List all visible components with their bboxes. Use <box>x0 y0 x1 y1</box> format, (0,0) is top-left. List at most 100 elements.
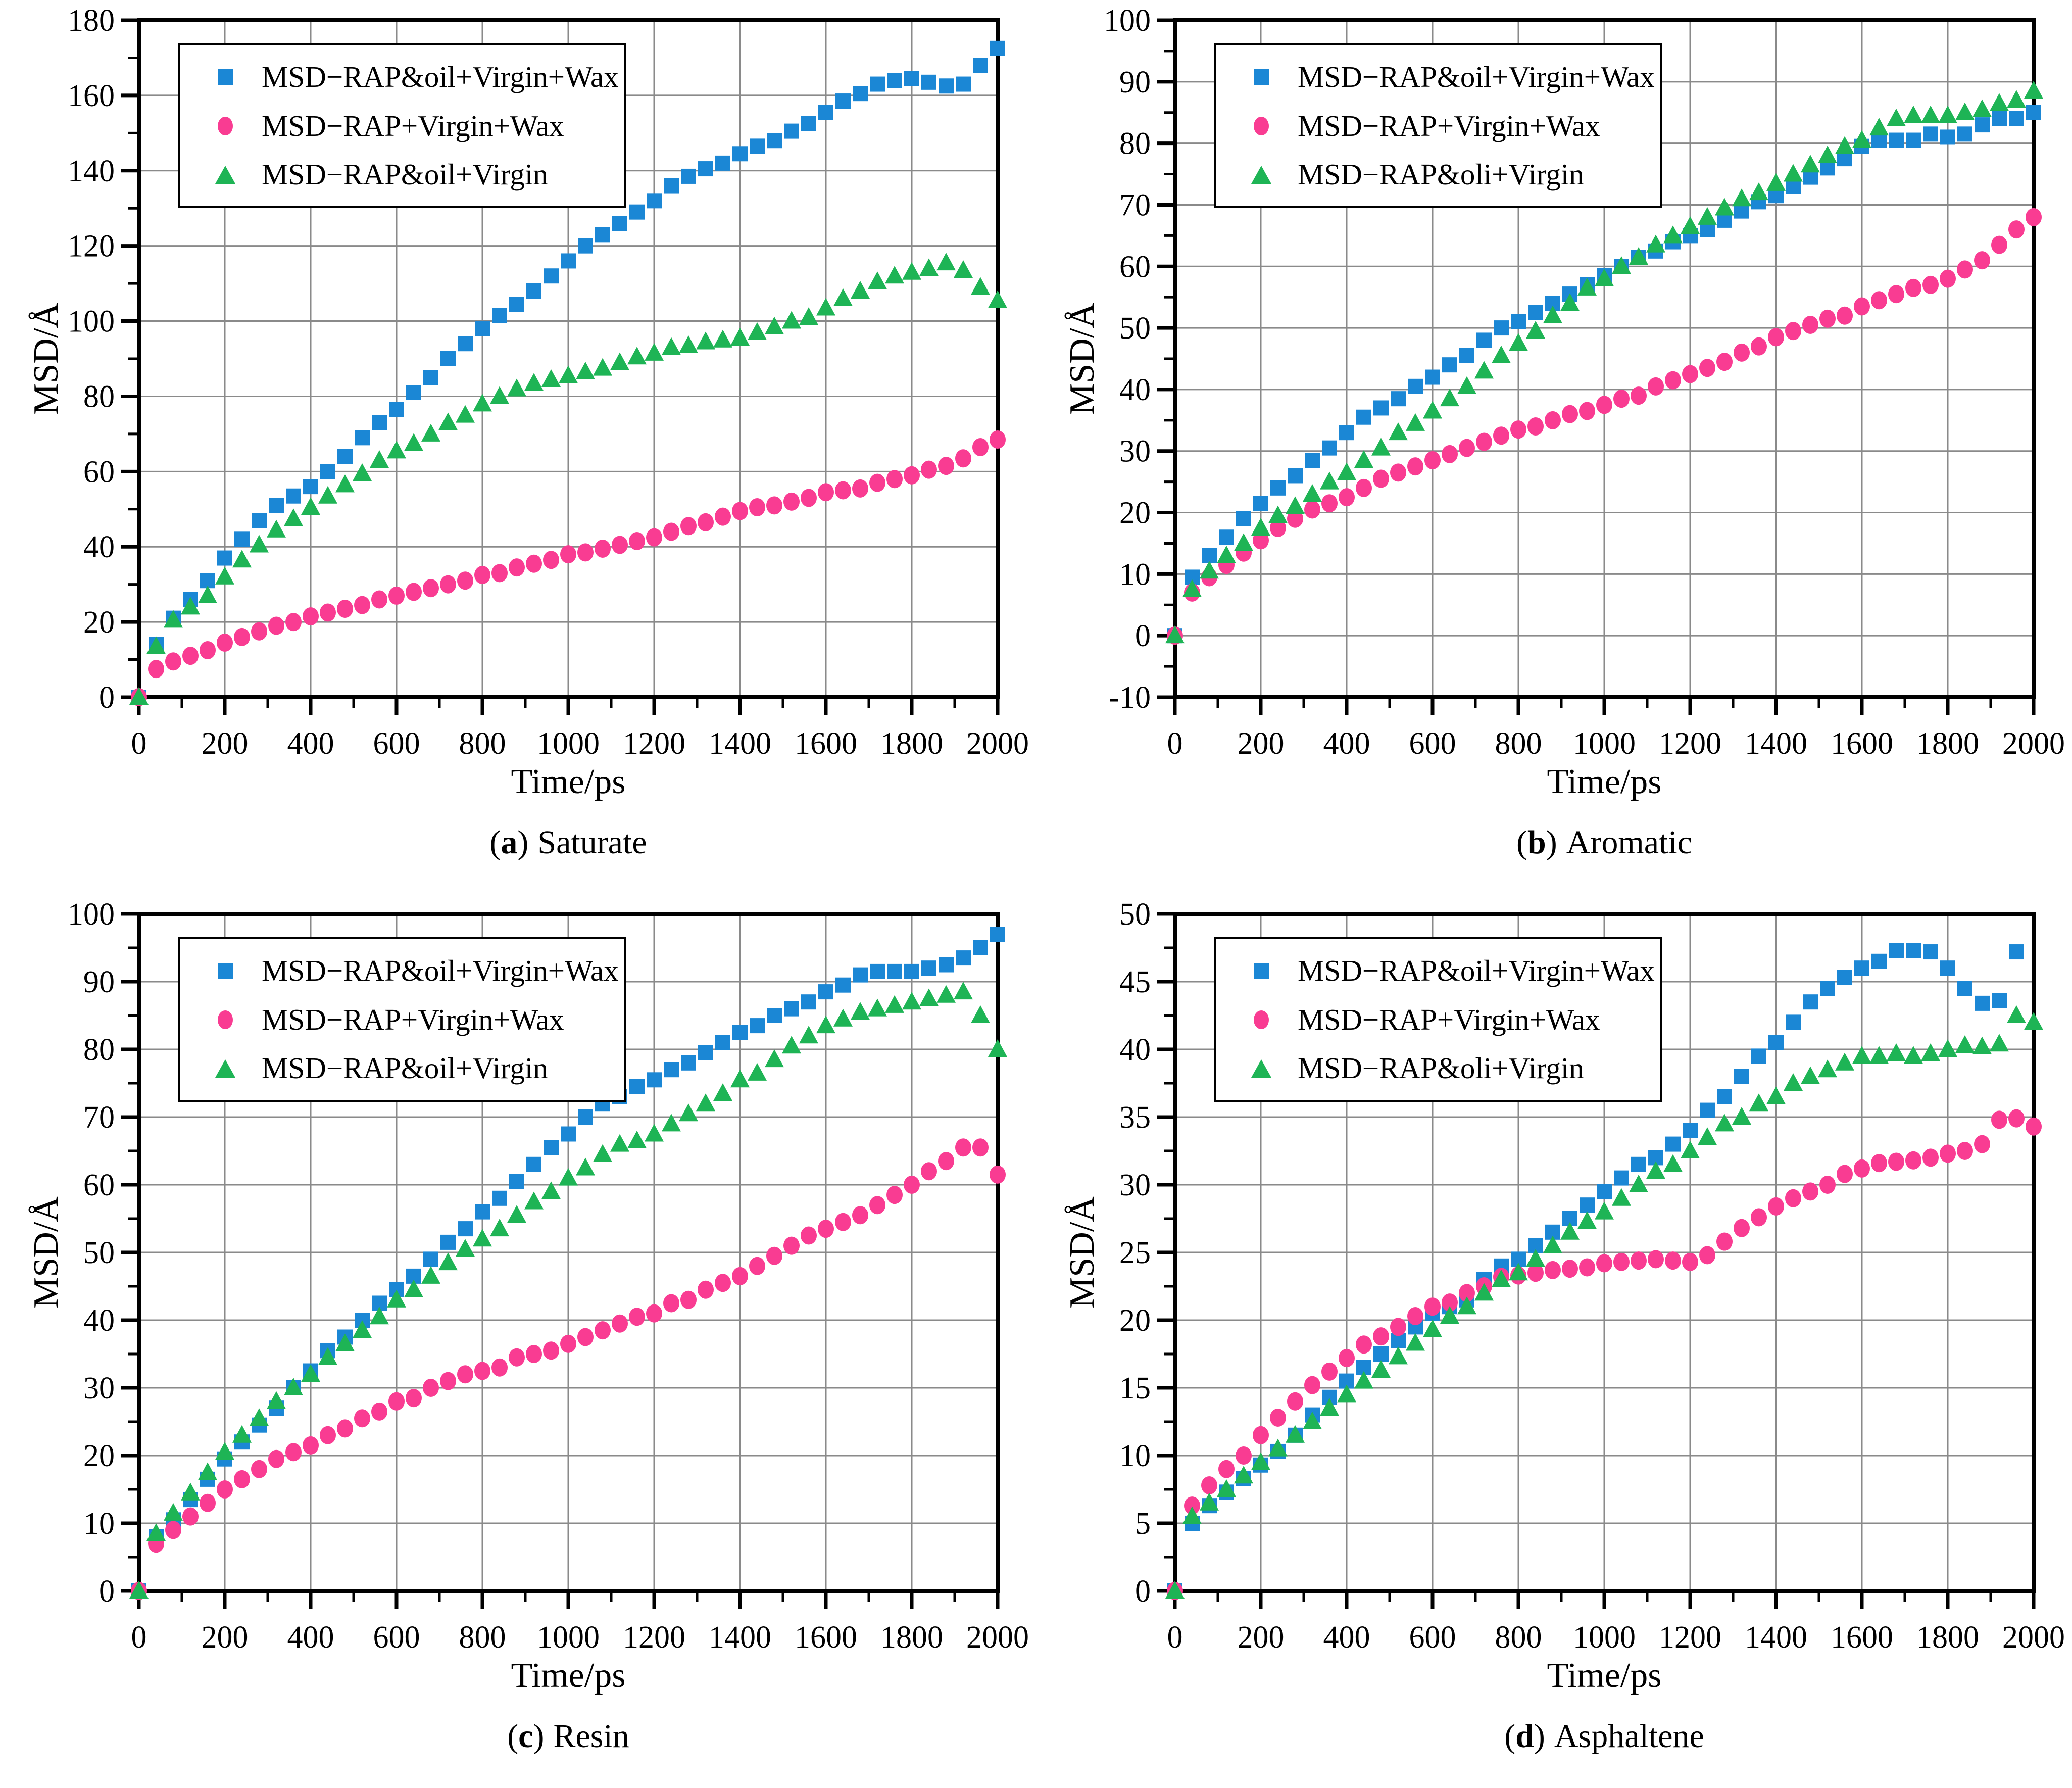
svg-text:30: 30 <box>1119 1168 1151 1202</box>
panel-caption: (b) Aromatic <box>1175 824 2034 862</box>
svg-text:10: 10 <box>1119 557 1151 592</box>
svg-text:1800: 1800 <box>880 1620 943 1655</box>
svg-text:5: 5 <box>1135 1507 1151 1541</box>
svg-text:1600: 1600 <box>795 1620 857 1655</box>
svg-text:1600: 1600 <box>795 727 857 761</box>
svg-text:45: 45 <box>1119 965 1151 999</box>
svg-text:20: 20 <box>83 605 115 640</box>
y-axis-label: MSD/Å <box>27 1196 66 1309</box>
caption-paren: ) <box>517 824 529 861</box>
legend-box: MSD−RAP&oil+Virgin+Wax MSD−RAP+Virgin+Wa… <box>1214 937 1662 1102</box>
svg-text:70: 70 <box>1119 188 1151 222</box>
svg-text:10: 10 <box>1119 1439 1151 1473</box>
legend-marker-circle <box>209 1010 241 1029</box>
svg-text:1000: 1000 <box>1573 1620 1636 1655</box>
svg-text:60: 60 <box>83 455 115 489</box>
legend-label: MSD−RAP&oil+Virgin <box>262 158 548 191</box>
circle-marker-icon <box>218 116 233 135</box>
svg-text:600: 600 <box>1409 727 1456 761</box>
svg-text:35: 35 <box>1119 1100 1151 1135</box>
panel-aromatic: 0 200 400 600 800 1000 1200 1400 1600 1800 2000 -10… <box>1036 0 2072 894</box>
svg-text:100: 100 <box>68 897 115 932</box>
svg-text:1400: 1400 <box>1745 1620 1807 1655</box>
panel-asphaltene: 0 200 400 600 800 1000 1200 1400 1600 1800 2000 0 5 1… <box>1036 894 2072 1788</box>
x-axis-label: Time/ps <box>1547 762 1662 801</box>
svg-text:50: 50 <box>1119 311 1151 346</box>
svg-text:30: 30 <box>83 1371 115 1406</box>
chart-canvas-saturate: 0 200 400 600 800 1000 1200 1400 1600 1800 2000 0 20… <box>68 4 1029 761</box>
x-axis-label: Time/ps <box>511 1656 626 1695</box>
svg-text:0: 0 <box>99 1574 115 1609</box>
svg-text:180: 180 <box>68 4 115 38</box>
svg-text:20: 20 <box>1119 496 1151 530</box>
legend-label: MSD−RAP&oil+Virgin+Wax <box>1298 60 1655 93</box>
svg-text:70: 70 <box>83 1100 115 1135</box>
svg-text:1200: 1200 <box>1659 1620 1721 1655</box>
svg-text:20: 20 <box>83 1439 115 1473</box>
svg-text:200: 200 <box>202 727 249 761</box>
svg-text:2000: 2000 <box>2002 1620 2065 1655</box>
caption-letter: b <box>1527 824 1546 861</box>
svg-text:1400: 1400 <box>709 727 771 761</box>
legend-marker-triangle <box>209 1059 241 1078</box>
svg-text:-10: -10 <box>1109 681 1151 715</box>
svg-text:120: 120 <box>68 229 115 264</box>
caption-title: Resin <box>553 1718 629 1755</box>
svg-text:60: 60 <box>83 1168 115 1202</box>
svg-text:80: 80 <box>83 1033 115 1067</box>
svg-text:160: 160 <box>68 79 115 113</box>
svg-text:1400: 1400 <box>709 1620 771 1655</box>
legend-item: MSD−RAP&oil+Virgin+Wax <box>1245 953 1660 988</box>
legend-label: MSD−RAP+Virgin+Wax <box>1298 109 1600 142</box>
legend-item: MSD−RAP&oil+Virgin <box>209 1051 624 1086</box>
panel-resin: 0 200 400 600 800 1000 1200 1400 1600 1800 2000 0 10… <box>0 894 1036 1788</box>
caption-paren: ) <box>1534 1718 1545 1755</box>
panel-caption: (a) Saturate <box>139 824 998 862</box>
svg-text:0: 0 <box>131 727 147 761</box>
svg-text:200: 200 <box>202 1620 249 1655</box>
svg-text:1600: 1600 <box>1831 1620 1893 1655</box>
svg-text:100: 100 <box>68 305 115 339</box>
legend-item: MSD−RAP&oil+Virgin+Wax <box>1245 60 1660 94</box>
svg-text:1000: 1000 <box>1573 727 1636 761</box>
caption-title: Asphaltene <box>1554 1718 1704 1755</box>
svg-text:40: 40 <box>83 530 115 564</box>
legend-marker-triangle <box>1245 1059 1277 1078</box>
caption-paren: ( <box>507 1718 519 1755</box>
legend-marker-triangle <box>209 165 241 184</box>
legend-box: MSD−RAP&oil+Virgin+Wax MSD−RAP+Virgin+Wa… <box>178 43 626 208</box>
legend-item: MSD−RAP&oil+Virgin+Wax <box>209 60 624 94</box>
legend-marker-circle <box>1245 116 1277 135</box>
legend-item: MSD−RAP&oli+Virgin <box>1245 157 1660 192</box>
legend-label: MSD−RAP&oil+Virgin+Wax <box>262 60 619 93</box>
svg-text:1200: 1200 <box>1659 727 1721 761</box>
legend-item: MSD−RAP&oli+Virgin <box>1245 1051 1660 1086</box>
square-marker-icon <box>1253 69 1269 85</box>
svg-text:80: 80 <box>1119 127 1151 161</box>
svg-text:80: 80 <box>83 379 115 414</box>
chart-canvas-aromatic: 0 200 400 600 800 1000 1200 1400 1600 1800 2000-10… <box>1104 4 2065 761</box>
svg-text:400: 400 <box>1323 1620 1370 1655</box>
legend-label: MSD−RAP&oli+Virgin <box>1298 158 1584 191</box>
triangle-marker-icon <box>215 1059 235 1078</box>
svg-text:1600: 1600 <box>1831 727 1893 761</box>
legend-marker-circle <box>209 116 241 135</box>
svg-text:90: 90 <box>83 965 115 999</box>
y-axis-label: MSD/Å <box>1063 303 1102 415</box>
svg-text:0: 0 <box>1167 727 1183 761</box>
triangle-marker-icon <box>215 165 235 184</box>
svg-text:1800: 1800 <box>880 727 943 761</box>
caption-paren: ) <box>1546 824 1557 861</box>
legend-label: MSD−RAP&oil+Virgin+Wax <box>262 953 619 987</box>
circle-marker-icon <box>1254 116 1269 135</box>
svg-text:400: 400 <box>287 727 334 761</box>
svg-text:600: 600 <box>1409 1620 1456 1655</box>
square-marker-icon <box>217 962 233 979</box>
square-marker-icon <box>1253 962 1269 979</box>
caption-title: Saturate <box>537 824 647 861</box>
svg-text:0: 0 <box>1167 1620 1183 1655</box>
svg-text:800: 800 <box>1495 727 1542 761</box>
legend-box: MSD−RAP&oil+Virgin+Wax MSD−RAP+Virgin+Wa… <box>178 937 626 1102</box>
svg-text:1800: 1800 <box>1916 727 1979 761</box>
svg-text:140: 140 <box>68 154 115 188</box>
